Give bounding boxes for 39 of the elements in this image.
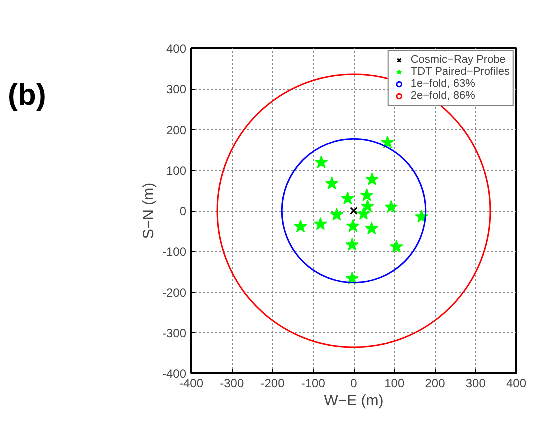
- x-tick-label: 0: [350, 376, 358, 390]
- legend-label: 1e−fold, 63%: [410, 78, 476, 90]
- x-tick-label: -300: [220, 376, 244, 390]
- point: [357, 207, 370, 220]
- point: [381, 136, 394, 149]
- y-tick-label: 400: [166, 42, 187, 56]
- point: [325, 176, 339, 190]
- y-tick-label: 300: [166, 82, 187, 97]
- point: [330, 208, 344, 221]
- x-tick-label: 400: [506, 376, 527, 390]
- point: [314, 217, 328, 230]
- y-tick-label: 100: [166, 164, 187, 178]
- point: [365, 222, 379, 235]
- legend-label: Cosmic−Ray Probe: [410, 54, 506, 66]
- point: [390, 240, 404, 253]
- y-axis-title: S−N (m): [140, 182, 158, 240]
- point: [361, 200, 374, 212]
- y-tick-label: -100: [162, 245, 187, 260]
- legend-label: 2e−fold, 86%: [410, 90, 476, 102]
- x-tick-label: 200: [425, 376, 446, 390]
- x-axis-title: W−E (m): [324, 392, 384, 410]
- y-tick-label: -200: [162, 286, 187, 300]
- point: [346, 238, 360, 251]
- y-tick-label: -300: [162, 326, 187, 340]
- point: [346, 219, 360, 232]
- point: [360, 188, 374, 202]
- y-tick-label: 0: [180, 204, 187, 218]
- point: [384, 200, 398, 214]
- x-tick-label: 100: [384, 376, 405, 390]
- x-tick-label: -100: [301, 376, 326, 390]
- point: [314, 156, 328, 168]
- x-tick-label: -200: [260, 376, 286, 390]
- legend-label: TDT Paired−Profiles: [410, 66, 510, 78]
- x-tick-label: 300: [466, 376, 486, 390]
- point: [341, 192, 355, 205]
- point: [294, 220, 308, 233]
- text: (b): [8, 78, 46, 114]
- y-tick-label: 200: [166, 123, 187, 138]
- point: [366, 172, 379, 186]
